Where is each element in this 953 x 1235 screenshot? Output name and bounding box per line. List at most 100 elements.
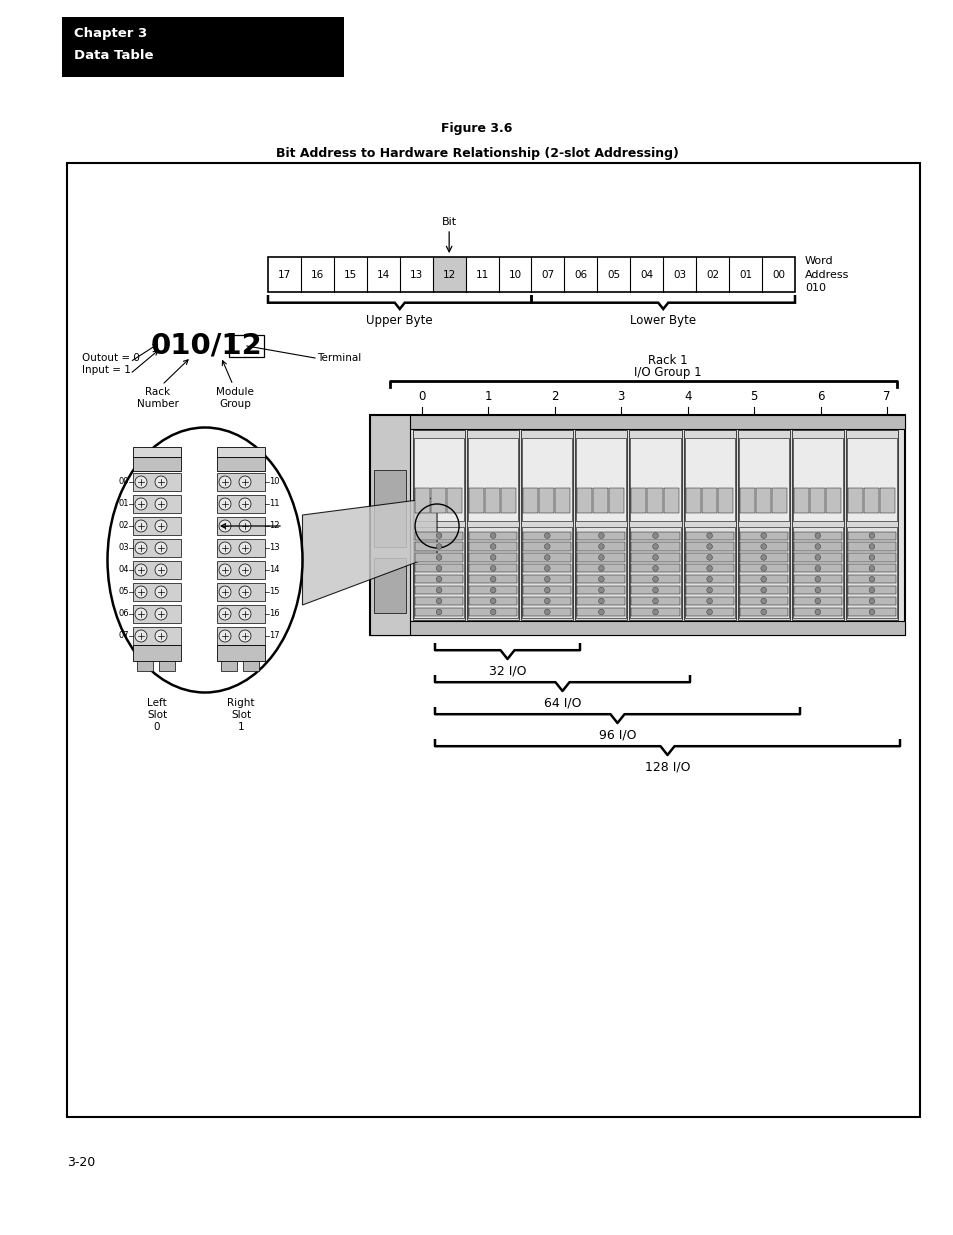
Bar xyxy=(739,564,787,572)
Bar xyxy=(793,597,841,605)
Bar xyxy=(216,605,265,622)
Bar xyxy=(609,488,624,513)
Bar xyxy=(216,457,265,471)
Bar xyxy=(755,488,770,513)
Bar xyxy=(685,597,733,605)
Bar xyxy=(847,597,895,605)
Text: Outout = 0: Outout = 0 xyxy=(82,353,140,363)
Bar xyxy=(216,447,265,457)
Text: 05: 05 xyxy=(118,588,129,597)
Circle shape xyxy=(154,542,167,555)
Circle shape xyxy=(652,588,658,593)
Bar xyxy=(685,587,733,594)
Circle shape xyxy=(239,542,251,555)
Text: 12: 12 xyxy=(269,521,279,531)
Polygon shape xyxy=(302,498,436,605)
Bar xyxy=(370,415,904,635)
Bar xyxy=(414,527,463,618)
Circle shape xyxy=(814,588,820,593)
Circle shape xyxy=(436,555,441,561)
Circle shape xyxy=(652,543,658,550)
Circle shape xyxy=(760,609,766,615)
Bar xyxy=(685,576,733,583)
Text: 07: 07 xyxy=(541,269,554,279)
Bar xyxy=(522,542,571,551)
Bar xyxy=(374,558,406,613)
Circle shape xyxy=(239,475,251,488)
Circle shape xyxy=(544,588,550,593)
Bar xyxy=(739,553,787,562)
Text: 00: 00 xyxy=(118,478,129,487)
Bar xyxy=(809,488,824,513)
Bar xyxy=(631,564,679,572)
Circle shape xyxy=(154,608,167,620)
Bar xyxy=(845,430,897,620)
Bar xyxy=(631,597,679,605)
Circle shape xyxy=(706,609,712,615)
Circle shape xyxy=(135,520,147,532)
Circle shape xyxy=(436,609,441,615)
Circle shape xyxy=(135,585,147,598)
Circle shape xyxy=(706,543,712,550)
Circle shape xyxy=(706,577,712,582)
Bar xyxy=(216,645,265,661)
Bar xyxy=(575,430,627,620)
Circle shape xyxy=(814,555,820,561)
Bar xyxy=(847,531,895,540)
Bar xyxy=(685,488,700,513)
Text: Bit: Bit xyxy=(441,217,456,227)
Text: 0: 0 xyxy=(417,390,425,404)
Circle shape xyxy=(154,630,167,642)
Bar xyxy=(631,553,679,562)
Circle shape xyxy=(544,532,550,538)
Text: 6: 6 xyxy=(816,390,823,404)
Circle shape xyxy=(598,598,603,604)
Bar xyxy=(469,597,517,605)
Bar xyxy=(62,17,344,77)
Bar xyxy=(468,527,517,618)
Bar xyxy=(847,564,895,572)
Bar xyxy=(468,437,517,521)
Bar xyxy=(739,576,787,583)
Bar xyxy=(522,597,571,605)
Bar xyxy=(847,587,895,594)
Bar xyxy=(630,437,679,521)
Circle shape xyxy=(868,555,874,561)
Bar xyxy=(469,553,517,562)
Bar xyxy=(647,488,661,513)
Circle shape xyxy=(868,609,874,615)
Circle shape xyxy=(135,630,147,642)
Bar xyxy=(469,531,517,540)
Circle shape xyxy=(706,566,712,571)
Text: 128 I/O: 128 I/O xyxy=(644,761,690,774)
Bar xyxy=(792,527,842,618)
Circle shape xyxy=(544,555,550,561)
Text: I/O Group 1: I/O Group 1 xyxy=(633,366,700,379)
Circle shape xyxy=(598,609,603,615)
Bar xyxy=(879,488,894,513)
Text: 2: 2 xyxy=(551,390,558,404)
Circle shape xyxy=(760,543,766,550)
Text: Figure 3.6: Figure 3.6 xyxy=(441,122,512,135)
Bar xyxy=(771,488,786,513)
Text: 4: 4 xyxy=(683,390,691,404)
Circle shape xyxy=(436,598,441,604)
Bar xyxy=(737,430,789,620)
Ellipse shape xyxy=(108,427,302,693)
Bar xyxy=(370,415,410,635)
Text: Data Table: Data Table xyxy=(74,49,153,62)
Bar xyxy=(447,488,461,513)
Text: 10: 10 xyxy=(269,478,279,487)
Bar xyxy=(739,597,787,605)
Circle shape xyxy=(436,566,441,571)
Circle shape xyxy=(760,598,766,604)
Bar xyxy=(415,576,462,583)
Circle shape xyxy=(868,532,874,538)
Bar xyxy=(577,531,625,540)
Text: Bit Address to Hardware Relationship (2-slot Addressing): Bit Address to Hardware Relationship (2-… xyxy=(275,147,678,161)
Circle shape xyxy=(490,532,496,538)
Bar xyxy=(739,542,787,551)
Bar xyxy=(522,531,571,540)
Circle shape xyxy=(436,588,441,593)
Bar xyxy=(216,517,265,535)
